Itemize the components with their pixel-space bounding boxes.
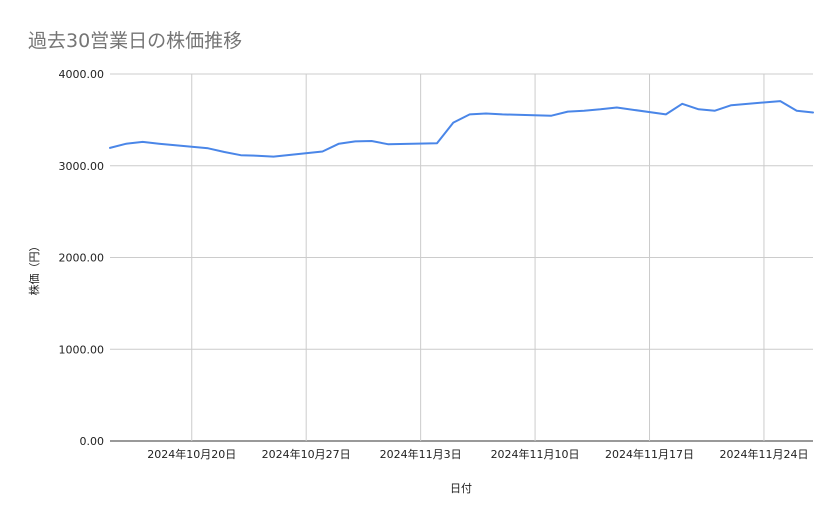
- data-point[interactable]: [206, 146, 211, 151]
- series-layer: [108, 99, 816, 159]
- y-axis-ticks: 0.00 1000.00 2000.00 3000.00 4000.00: [59, 68, 105, 448]
- data-point[interactable]: [598, 107, 603, 112]
- data-point[interactable]: [696, 107, 701, 112]
- data-point[interactable]: [336, 141, 341, 146]
- chart-title: 過去30営業日の株価推移: [28, 30, 243, 52]
- y-tick-label: 3000.00: [59, 160, 105, 173]
- data-point[interactable]: [663, 112, 668, 117]
- x-tick-label: 2024年11月10日: [491, 447, 580, 461]
- data-point[interactable]: [500, 112, 505, 117]
- y-tick-label: 4000.00: [59, 68, 105, 81]
- data-point[interactable]: [369, 138, 374, 143]
- data-point[interactable]: [712, 108, 717, 113]
- grid-lines: [110, 73, 813, 442]
- data-point[interactable]: [157, 141, 162, 146]
- data-point[interactable]: [451, 120, 456, 125]
- data-point[interactable]: [108, 145, 113, 150]
- data-point[interactable]: [614, 105, 619, 110]
- x-axis-ticks: 2024年10月20日 2024年10月27日 2024年11月3日 2024年11月…: [147, 447, 808, 461]
- data-point[interactable]: [320, 149, 325, 154]
- x-tick-label: 2024年10月20日: [147, 447, 236, 461]
- data-point[interactable]: [467, 112, 472, 117]
- data-point[interactable]: [238, 153, 243, 158]
- data-point[interactable]: [140, 139, 145, 144]
- x-tick-label: 2024年10月27日: [262, 447, 351, 461]
- data-point[interactable]: [385, 142, 390, 147]
- series-line: [109, 100, 814, 158]
- data-point[interactable]: [484, 111, 489, 116]
- y-axis-label: 株価（円）: [27, 241, 41, 296]
- data-point[interactable]: [778, 99, 783, 104]
- data-point[interactable]: [549, 113, 554, 118]
- data-point[interactable]: [353, 139, 358, 144]
- data-point[interactable]: [811, 110, 816, 115]
- y-tick-label: 0.00: [80, 435, 105, 448]
- data-point[interactable]: [124, 141, 129, 146]
- x-tick-label: 2024年11月24日: [719, 447, 808, 461]
- x-tick-label: 2024年11月17日: [605, 447, 694, 461]
- data-point[interactable]: [434, 141, 439, 146]
- data-point[interactable]: [271, 154, 276, 159]
- data-point[interactable]: [222, 149, 227, 154]
- data-point[interactable]: [255, 153, 260, 158]
- x-tick-label: 2024年11月3日: [380, 447, 462, 461]
- data-point[interactable]: [794, 108, 799, 113]
- x-axis-label: 日付: [450, 482, 472, 495]
- y-tick-label: 1000.00: [59, 343, 105, 356]
- y-tick-label: 2000.00: [59, 252, 105, 265]
- data-point[interactable]: [565, 109, 570, 114]
- data-point[interactable]: [729, 103, 734, 108]
- data-point[interactable]: [680, 101, 685, 106]
- data-point[interactable]: [582, 108, 587, 113]
